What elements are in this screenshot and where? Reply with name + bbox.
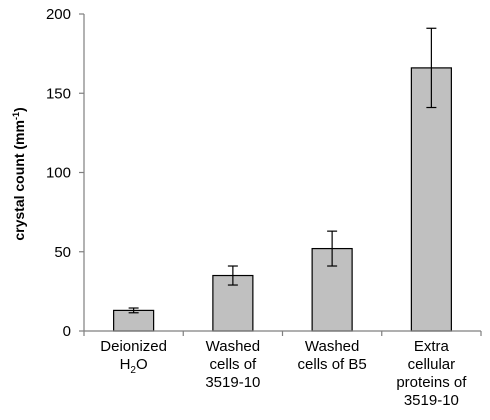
y-tick-label: 100: [46, 165, 71, 182]
x-category-label: Washed cells of 3519-10: [205, 338, 260, 391]
x-category-label: Deionized H2O: [100, 338, 167, 376]
x-category-label: Washed cells of B5: [298, 338, 367, 373]
y-tick-label: 200: [46, 6, 71, 23]
y-tick-label: 150: [46, 85, 71, 102]
x-axis-labels: Deionized H2O Washed cells of 3519-10 Washed c…: [100, 338, 467, 409]
y-axis-title: crystal count (mm-1): [11, 107, 27, 240]
y-tick-label: 50: [54, 244, 71, 261]
error-bars: [128, 27, 437, 314]
bar: [113, 309, 155, 332]
x-category-label: Extra cellular proteins of 3519-10: [396, 338, 467, 409]
y-tick-label: 0: [63, 323, 71, 340]
y-axis-title-sup: -1: [11, 112, 21, 120]
bars: [113, 67, 452, 332]
error-bar: [426, 27, 437, 109]
y-axis-title-main: crystal count (mm: [11, 120, 27, 241]
y-axis-title-tail: ): [11, 107, 27, 112]
axes: [79, 13, 482, 336]
error-bar: [128, 307, 139, 314]
error-bar: [227, 265, 238, 286]
y-axis-ticks: 0 50 100 150 200: [46, 6, 71, 340]
error-bar: [327, 230, 338, 267]
svg-text:crystal count (mm-1): crystal count (mm-1): [11, 107, 27, 240]
